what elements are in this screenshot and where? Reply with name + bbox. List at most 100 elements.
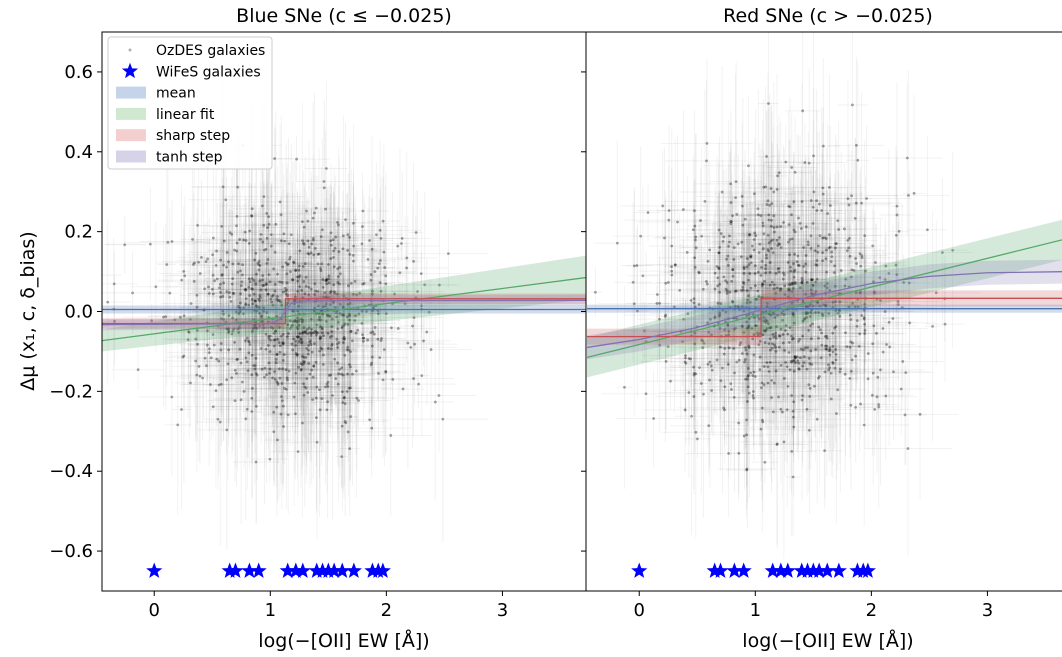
ozdes-point <box>268 263 308 342</box>
ozdes-point <box>270 347 321 480</box>
ozdes-point <box>226 325 319 431</box>
ozdes-point <box>279 202 333 353</box>
ozdes-point <box>158 234 242 313</box>
ozdes-point <box>130 221 182 352</box>
ozdes-point <box>288 147 350 361</box>
ozdes-point <box>161 221 251 302</box>
ozdes-point <box>264 231 348 484</box>
ozdes-point <box>311 316 375 489</box>
ozdes-point <box>307 232 353 354</box>
ozdes-point <box>319 189 340 377</box>
ozdes-point <box>196 281 218 381</box>
ozdes-point <box>368 200 390 327</box>
ozdes-point <box>253 285 345 398</box>
ozdes-point <box>307 172 390 399</box>
ozdes-point <box>413 314 430 437</box>
ozdes-point <box>271 233 324 425</box>
ozdes-point <box>137 318 206 476</box>
ozdes-point <box>176 337 234 379</box>
ozdes-point <box>296 310 323 375</box>
ozdes-point <box>329 279 361 399</box>
ozdes-point <box>241 182 269 420</box>
ozdes-point <box>323 186 384 403</box>
ozdes-point <box>200 231 287 397</box>
wifes-star <box>779 562 796 578</box>
ozdes-points-left <box>102 74 489 551</box>
ozdes-point <box>297 266 370 339</box>
ozdes-point <box>187 244 280 343</box>
ozdes-point <box>223 164 242 364</box>
ozdes-point <box>292 187 374 292</box>
ozdes-point <box>353 227 409 356</box>
ozdes-point <box>311 277 364 311</box>
ozdes-point <box>188 239 270 424</box>
wifes-star <box>631 562 648 578</box>
ozdes-point <box>245 217 306 445</box>
ozdes-point <box>172 309 191 510</box>
ozdes-point <box>237 216 300 457</box>
ozdes-point <box>239 219 323 453</box>
ozdes-point <box>185 225 240 285</box>
ozdes-point <box>197 225 287 339</box>
ozdes-point <box>222 270 244 316</box>
ozdes-point <box>265 257 351 452</box>
ozdes-point <box>261 137 316 391</box>
ozdes-point <box>239 224 309 314</box>
ozdes-point <box>384 250 444 385</box>
ozdes-point <box>191 233 262 350</box>
ozdes-point <box>212 275 270 524</box>
ozdes-point <box>196 187 251 441</box>
ozdes-point <box>165 258 252 316</box>
ozdes-point <box>242 324 261 499</box>
ozdes-point <box>307 246 341 348</box>
ozdes-point <box>226 247 249 471</box>
ozdes-point <box>282 260 352 514</box>
ozdes-point <box>273 328 294 393</box>
ozdes-point <box>241 259 319 498</box>
ozdes-point <box>300 289 351 485</box>
ozdes-point <box>232 166 258 298</box>
ozdes-point <box>320 345 334 475</box>
ozdes-point <box>373 171 431 306</box>
ozdes-point <box>236 252 329 486</box>
ozdes-point <box>163 196 207 356</box>
ozdes-point <box>205 221 282 259</box>
ozdes-point <box>290 328 327 372</box>
ozdes-point <box>323 272 362 511</box>
ozdes-point <box>278 160 311 365</box>
ozdes-point <box>328 323 346 356</box>
ozdes-point <box>246 306 310 463</box>
ozdes-point <box>268 154 359 322</box>
ozdes-point <box>328 146 372 363</box>
ozdes-point <box>283 205 358 333</box>
ozdes-point <box>335 423 348 490</box>
ozdes-point <box>252 324 320 416</box>
ozdes-point <box>272 236 295 433</box>
ozdes-point <box>255 341 310 460</box>
ozdes-point <box>323 297 366 499</box>
ozdes-point <box>280 263 371 344</box>
ozdes-point <box>280 273 324 411</box>
ozdes-point <box>329 361 361 446</box>
ozdes-point <box>331 229 393 394</box>
ozdes-point <box>257 179 275 319</box>
legend-band-swatch <box>116 86 146 99</box>
ozdes-point <box>216 144 257 358</box>
ozdes-point <box>290 208 332 463</box>
ozdes-point <box>270 297 324 413</box>
ozdes-point <box>287 198 371 360</box>
ozdes-point <box>328 234 417 431</box>
ozdes-point <box>201 197 247 442</box>
ozdes-point <box>339 208 360 421</box>
ozdes-point <box>249 164 291 400</box>
ozdes-point <box>237 197 255 401</box>
ozdes-point <box>269 290 299 419</box>
ozdes-point <box>212 215 287 469</box>
ozdes-point <box>287 220 339 261</box>
ozdes-point <box>222 281 258 418</box>
ozdes-point <box>223 221 289 285</box>
ozdes-point <box>343 356 359 477</box>
ozdes-point <box>263 193 322 429</box>
ozdes-point <box>255 283 269 348</box>
ozdes-point <box>287 101 340 335</box>
